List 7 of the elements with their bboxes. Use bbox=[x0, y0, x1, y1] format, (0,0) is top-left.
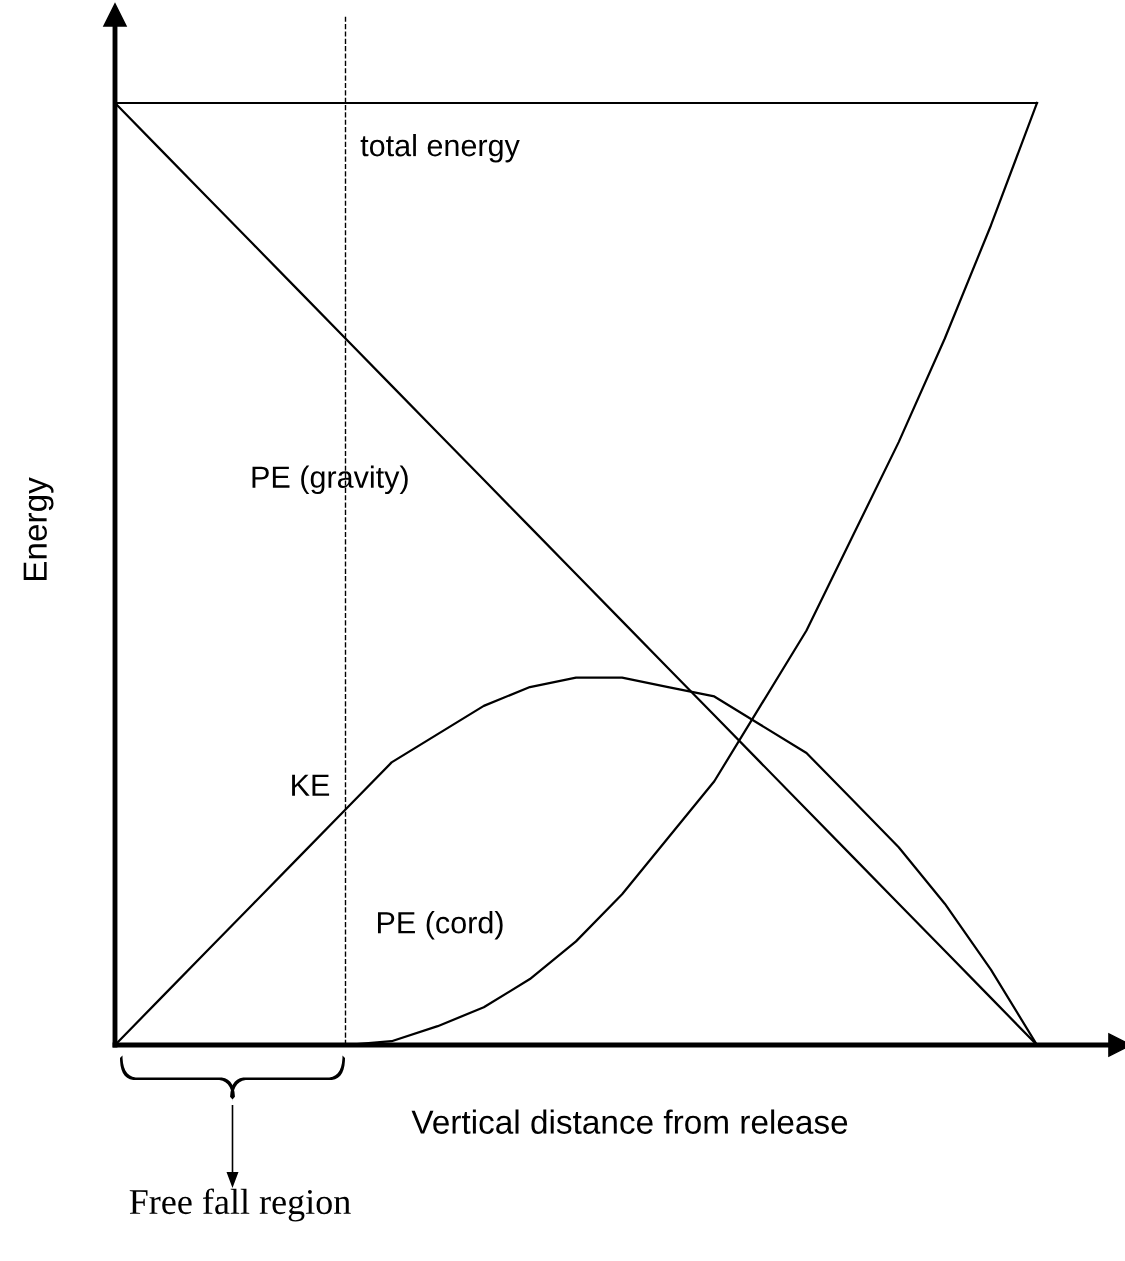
text: Free fall region bbox=[129, 1188, 351, 1222]
series-label: KE bbox=[292, 774, 330, 796]
x-axis-title: Vertical distance from release bbox=[411, 1109, 848, 1134]
series-label: PE (cord) bbox=[377, 911, 503, 940]
series-label: total energy bbox=[360, 133, 520, 163]
series-label: PE (gravity) bbox=[252, 465, 408, 495]
y-axis-title: Energy bbox=[23, 477, 54, 581]
